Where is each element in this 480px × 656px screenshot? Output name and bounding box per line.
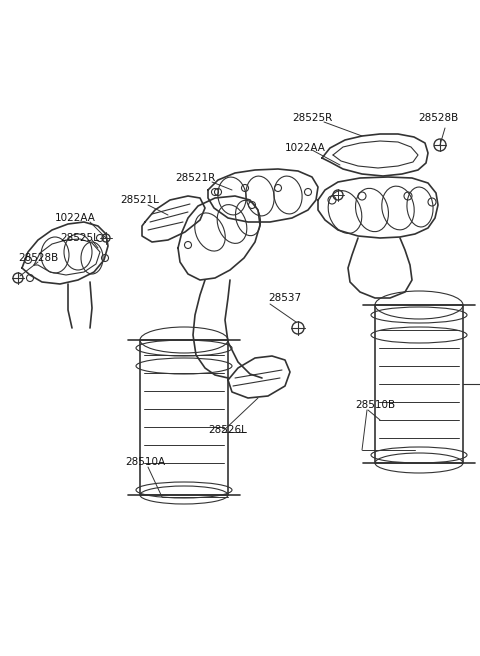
Text: 28521L: 28521L [120,195,159,205]
Text: 28510A: 28510A [125,457,165,467]
Text: 28528B: 28528B [18,253,58,263]
Text: 28537: 28537 [268,293,301,303]
Text: 28526L: 28526L [208,425,247,435]
Text: 28525R: 28525R [292,113,332,123]
Text: 28510B: 28510B [355,400,395,410]
Text: 28525L: 28525L [60,233,99,243]
Text: 28521R: 28521R [175,173,215,183]
Text: 28528B: 28528B [418,113,458,123]
Text: 1022AA: 1022AA [285,143,326,153]
Text: 1022AA: 1022AA [55,213,96,223]
